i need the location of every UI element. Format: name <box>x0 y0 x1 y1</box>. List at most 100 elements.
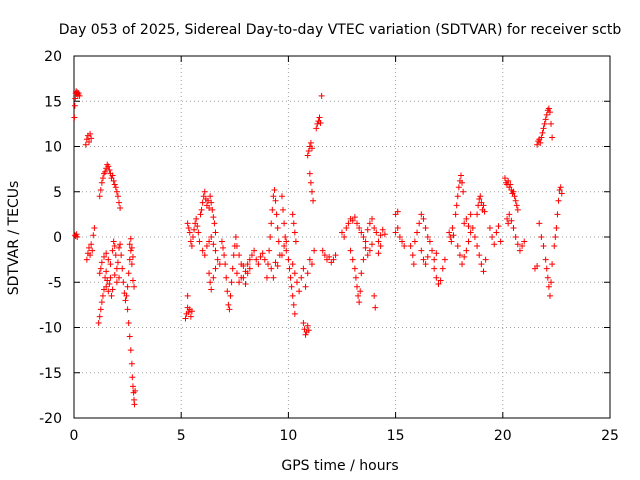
data-point <box>206 238 213 245</box>
x-tick-label: 20 <box>494 428 512 444</box>
data-point <box>126 256 133 263</box>
data-point <box>505 220 512 227</box>
data-point <box>203 243 210 250</box>
data-point <box>127 235 134 242</box>
data-point <box>208 286 215 293</box>
data-point <box>424 253 431 260</box>
data-point <box>410 261 417 268</box>
data-point <box>98 259 105 266</box>
data-point <box>236 279 243 286</box>
data-point <box>283 247 290 254</box>
data-point <box>310 197 317 204</box>
data-point <box>125 319 132 326</box>
data-point <box>291 229 298 236</box>
data-point <box>339 229 345 236</box>
data-point <box>128 360 135 367</box>
data-point <box>366 247 373 254</box>
data-point <box>223 274 230 281</box>
data-point <box>268 220 275 227</box>
data-point <box>476 252 483 259</box>
data-point <box>291 270 298 277</box>
data-point <box>307 139 314 146</box>
data-point <box>447 234 454 240</box>
data-point <box>88 135 95 142</box>
data-point <box>441 256 448 263</box>
data-point <box>304 152 311 159</box>
data-point <box>542 116 549 123</box>
data-point <box>105 163 112 170</box>
data-point <box>116 199 123 206</box>
data-point <box>481 208 488 215</box>
data-point <box>107 261 114 268</box>
data-point <box>216 261 223 268</box>
data-point <box>97 306 104 313</box>
data-point <box>538 134 545 141</box>
data-point <box>196 238 203 245</box>
data-point <box>242 281 249 288</box>
data-point <box>270 193 277 200</box>
data-point <box>461 253 468 260</box>
data-point <box>228 279 235 286</box>
data-point <box>273 211 280 218</box>
data-point <box>332 252 339 259</box>
axis-ticks: 0 5 10 15 20 25 -20 -15 -10 -5 0 5 10 15 20 <box>39 49 619 444</box>
data-point <box>459 261 466 268</box>
data-point <box>300 319 307 326</box>
data-point <box>358 270 365 277</box>
data-point <box>360 234 367 240</box>
data-point <box>248 252 255 259</box>
data-point <box>463 247 470 254</box>
data-point <box>257 253 264 260</box>
data-point <box>267 234 274 240</box>
data-point <box>514 241 521 248</box>
data-point <box>302 331 309 338</box>
data-point <box>112 184 119 191</box>
data-point <box>113 188 120 195</box>
data-point <box>292 238 299 245</box>
data-point <box>349 256 356 263</box>
data-point <box>420 215 427 222</box>
data-point <box>461 220 468 227</box>
data-point <box>123 292 130 299</box>
data-point <box>463 215 470 222</box>
data-point <box>392 229 399 236</box>
data-point <box>356 299 363 306</box>
data-point <box>96 193 103 200</box>
data-point <box>539 129 546 136</box>
data-point <box>371 292 378 299</box>
data-point <box>244 261 251 268</box>
data-point <box>211 220 218 227</box>
data-point <box>263 274 270 281</box>
data-point <box>495 223 502 230</box>
data-point <box>420 256 427 263</box>
data-point <box>116 274 123 281</box>
data-point <box>198 206 205 213</box>
data-point <box>431 265 438 272</box>
data-point <box>555 197 562 204</box>
data-point <box>414 229 421 236</box>
data-point <box>246 256 253 263</box>
data-point <box>433 274 440 281</box>
data-point <box>71 114 78 121</box>
data-point <box>106 281 113 288</box>
data-point <box>381 231 388 238</box>
data-point <box>514 206 521 213</box>
data-point <box>548 279 555 286</box>
data-point <box>193 215 200 222</box>
data-point <box>358 229 365 236</box>
data-point <box>129 383 136 390</box>
data-point <box>537 139 544 146</box>
data-point <box>457 172 464 179</box>
data-point <box>450 232 457 239</box>
x-tick-label: 25 <box>601 428 619 444</box>
data-point <box>357 288 364 295</box>
data-point <box>543 265 550 272</box>
data-point <box>396 234 403 240</box>
data-point <box>356 224 363 231</box>
data-point <box>554 211 561 218</box>
data-point <box>113 279 120 286</box>
data-point <box>253 256 260 263</box>
data-point <box>467 211 474 218</box>
data-point <box>548 120 555 127</box>
data-point <box>343 224 350 231</box>
